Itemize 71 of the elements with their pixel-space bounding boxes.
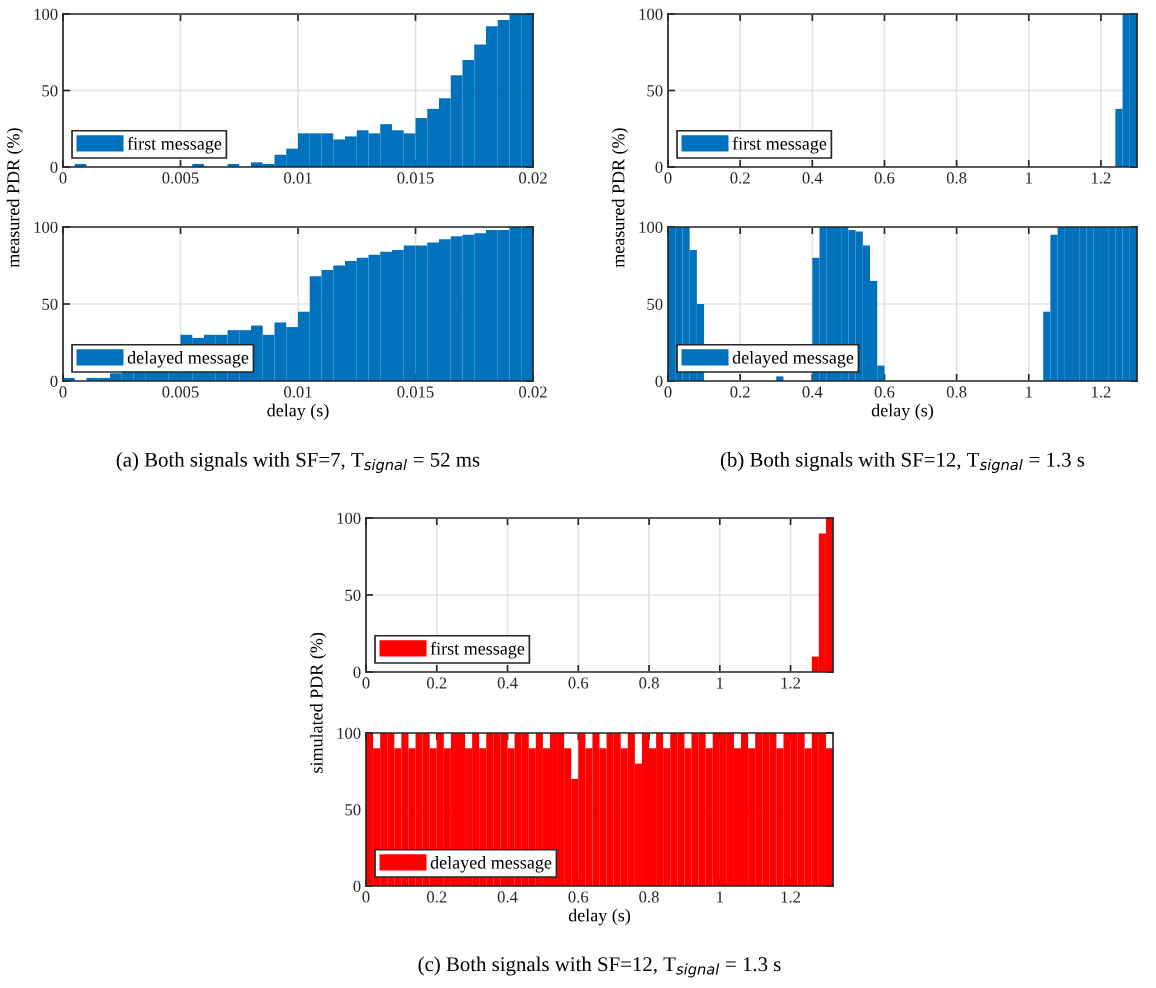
x-tick-label: 0.2	[426, 677, 447, 689]
x-tick-label: 1.2	[781, 677, 801, 689]
legend-label: first message	[732, 136, 827, 154]
x-tick-label: 1.2	[1091, 172, 1111, 184]
x-tick-label: 0	[664, 386, 672, 398]
x-tick-label: 0.015	[397, 386, 434, 398]
x-tick-label: 0.4	[497, 891, 518, 903]
y-tick-label: 100	[337, 512, 361, 524]
x-tick-label: 0.01	[284, 172, 312, 184]
x-axis-title: delay (s)	[267, 403, 329, 421]
y-tick-label: 0	[353, 880, 361, 892]
x-tick-label: 0	[362, 677, 370, 689]
x-tick-label: 0.02	[519, 172, 547, 184]
x-tick-label: 0.4	[497, 677, 518, 689]
x-axis-title: delay (s)	[871, 403, 934, 421]
y-tick-label: 50	[42, 85, 58, 97]
y-tick-label: 0	[353, 666, 361, 678]
x-tick-label: 0	[59, 386, 67, 398]
y-tick-label: 100	[34, 221, 58, 233]
y-axis-title: measured PDR (%)	[6, 128, 24, 268]
y-axis-title: measured PDR (%)	[611, 128, 629, 268]
legend-label: first message	[127, 136, 222, 154]
x-tick-label: 0.6	[568, 891, 589, 903]
text: (c) Both signals with SF=12, T$_{signal}$ = 1.3 s	[418, 956, 781, 978]
x-tick-label: 0.005	[162, 386, 199, 398]
x-tick-label: 0.02	[519, 386, 547, 398]
text: (a) Both signals with SF=7, T$_{signal}$ = 52 ms	[116, 452, 480, 474]
x-tick-label: 0.6	[568, 677, 589, 689]
x-tick-label: 0.2	[730, 386, 750, 398]
x-tick-label: 0.2	[426, 891, 447, 903]
x-tick-label: 0.4	[802, 386, 823, 398]
x-tick-label: 0.4	[802, 172, 823, 184]
y-tick-label: 50	[647, 85, 663, 97]
x-tick-label: 1	[1026, 172, 1032, 184]
x-tick-label: 0	[362, 891, 370, 903]
x-tick-label: 0.2	[730, 172, 750, 184]
y-tick-label: 100	[337, 727, 361, 739]
x-tick-label: 0.8	[946, 172, 967, 184]
series-label: delayed message	[127, 351, 249, 368]
x-tick-label: 0.6	[874, 386, 895, 398]
y-tick-label: 0	[655, 375, 663, 387]
x-axis-title: delay (s)	[568, 908, 631, 926]
y-tick-label: 50	[345, 804, 361, 816]
y-tick-label: 50	[345, 589, 361, 601]
x-tick-label: 0	[59, 172, 67, 184]
x-tick-label: 1.2	[781, 891, 801, 903]
x-tick-label: 0.01	[284, 386, 312, 398]
x-tick-label: 0.8	[639, 891, 659, 903]
y-tick-label: 50	[647, 298, 663, 310]
y-tick-label: 100	[639, 8, 663, 20]
x-tick-label: 1	[717, 891, 723, 903]
x-tick-label: 1	[717, 677, 723, 689]
text: (b) Both signals with SF=12, T$_{signal}$ = 1.3 s	[720, 452, 1085, 474]
series-label: delayed message	[732, 351, 854, 368]
x-tick-label: 0	[664, 172, 672, 184]
series-label: delayed message	[430, 856, 552, 873]
x-tick-label: 0.8	[639, 677, 659, 689]
x-tick-label: 0.6	[874, 172, 895, 184]
y-tick-label: 0	[50, 375, 58, 387]
legend-label: first message	[430, 641, 525, 659]
y-tick-label: 0	[50, 161, 58, 173]
y-tick-label: 100	[639, 221, 663, 233]
x-tick-label: 0.005	[162, 172, 199, 184]
x-tick-label: 0.015	[397, 172, 434, 184]
y-tick-label: 0	[655, 161, 663, 173]
x-tick-label: 0.8	[946, 386, 967, 398]
y-tick-label: 100	[34, 8, 58, 20]
x-tick-label: 1	[1026, 386, 1032, 398]
y-tick-label: 50	[42, 298, 58, 310]
x-tick-label: 1.2	[1091, 386, 1111, 398]
y-axis-title: simulated PDR (%)	[309, 632, 327, 773]
